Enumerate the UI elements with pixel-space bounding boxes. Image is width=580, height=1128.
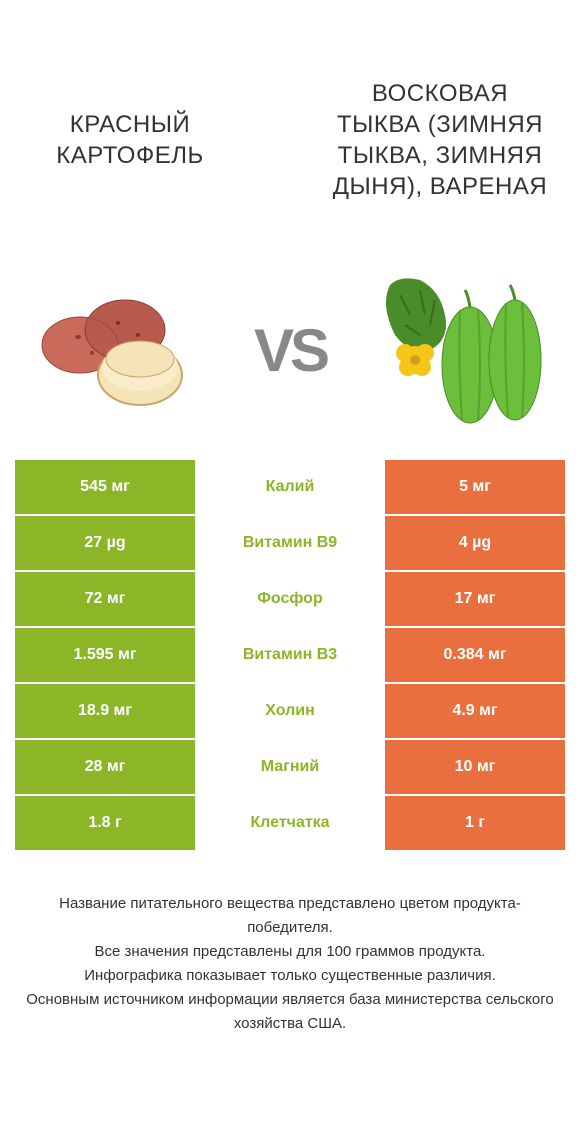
table-row: 545 мгКалий5 мг — [15, 460, 565, 516]
table-row: 28 мгМагний10 мг — [15, 740, 565, 796]
table-row: 1.8 гКлетчатка1 г — [15, 796, 565, 852]
footer-line: Все значения представлены для 100 граммо… — [20, 940, 560, 964]
left-value: 27 µg — [15, 516, 195, 570]
left-food-title: КРАСНЫЙ КАРТОФЕЛЬ — [30, 109, 230, 171]
nutrient-name: Холин — [195, 684, 385, 738]
right-value: 0.384 мг — [385, 628, 565, 682]
right-food-title: ВОСКОВАЯ ТЫКВА (ЗИМНЯЯ ТЫКВА, ЗИМНЯЯ ДЫН… — [330, 78, 550, 203]
right-value: 5 мг — [385, 460, 565, 514]
table-row: 72 мгФосфор17 мг — [15, 572, 565, 628]
nutrient-name: Магний — [195, 740, 385, 794]
left-value: 28 мг — [15, 740, 195, 794]
footer-line: Название питательного вещества представл… — [20, 892, 560, 940]
right-value: 1 г — [385, 796, 565, 850]
vs-label: VS — [254, 316, 326, 385]
nutrient-name: Калий — [195, 460, 385, 514]
footer-line: Основным источником информации является … — [20, 988, 560, 1036]
footer-line: Инфографика показывает только существенн… — [20, 964, 560, 988]
right-value: 10 мг — [385, 740, 565, 794]
right-value: 17 мг — [385, 572, 565, 626]
left-value: 545 мг — [15, 460, 195, 514]
right-value: 4 µg — [385, 516, 565, 570]
left-value: 18.9 мг — [15, 684, 195, 738]
footer-notes: Название питательного вещества представл… — [0, 852, 580, 1036]
left-value: 1.8 г — [15, 796, 195, 850]
left-value: 72 мг — [15, 572, 195, 626]
table-row: 27 µgВитамин B94 µg — [15, 516, 565, 572]
right-value: 4.9 мг — [385, 684, 565, 738]
left-food-image — [30, 275, 210, 425]
nutrient-name: Витамин B3 — [195, 628, 385, 682]
table-row: 18.9 мгХолин4.9 мг — [15, 684, 565, 740]
table-row: 1.595 мгВитамин B30.384 мг — [15, 628, 565, 684]
left-value: 1.595 мг — [15, 628, 195, 682]
nutrient-name: Витамин B9 — [195, 516, 385, 570]
comparison-table: 545 мгКалий5 мг27 µgВитамин B94 µg72 мгФ… — [0, 460, 580, 852]
nutrient-name: Клетчатка — [195, 796, 385, 850]
right-food-image — [370, 265, 550, 435]
nutrient-name: Фосфор — [195, 572, 385, 626]
